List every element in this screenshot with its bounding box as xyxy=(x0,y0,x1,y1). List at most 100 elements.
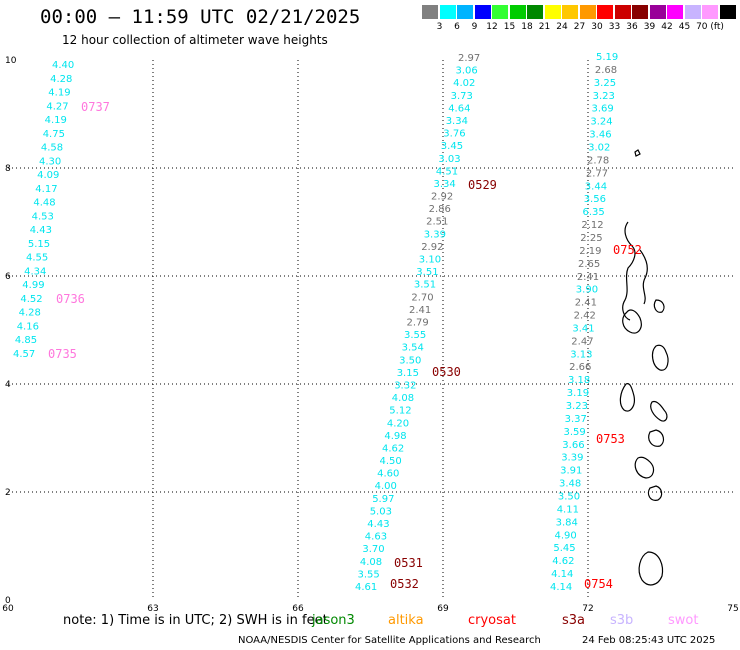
swh-value: 4.00 xyxy=(375,481,397,492)
color-swatch xyxy=(562,5,578,19)
color-swatch xyxy=(597,5,613,19)
footer-note: note: 1) Time is in UTC; 2) SWH is in fe… xyxy=(63,613,328,628)
map-grid xyxy=(8,60,733,600)
satellite-legend-item-cryosat: cryosat xyxy=(468,613,516,628)
island xyxy=(653,299,665,313)
pass-time-label: 0736 xyxy=(56,292,85,306)
swh-value: 2.92 xyxy=(421,242,443,253)
swh-value: 4.28 xyxy=(19,308,41,319)
swh-value: 3.55 xyxy=(404,330,426,341)
color-scale-label: 21 xyxy=(538,22,551,32)
swh-value: 3.51 xyxy=(414,280,436,291)
swh-value: 2.41 xyxy=(575,298,597,309)
swh-value: 4.63 xyxy=(365,532,387,543)
swh-value: 5.45 xyxy=(553,543,575,554)
swh-value: 3.18 xyxy=(568,375,590,386)
color-swatch xyxy=(474,5,491,19)
pass-time-label: 0735 xyxy=(48,347,77,361)
color-scale-label: 36 xyxy=(626,22,638,32)
swh-value: 3.48 xyxy=(559,479,581,490)
swh-value: 4.90 xyxy=(555,530,577,541)
swh-value: 3.25 xyxy=(594,78,616,89)
y-tick-label: 4 xyxy=(5,380,11,390)
swh-value: 3.32 xyxy=(394,381,416,392)
swh-value: 4.40 xyxy=(52,60,74,71)
color-scale-label: 18 xyxy=(521,22,533,32)
color-swatch xyxy=(457,5,473,19)
swh-value: 3.84 xyxy=(556,517,578,528)
swh-value: 4.53 xyxy=(32,211,54,222)
swh-value: 2.78 xyxy=(587,155,609,166)
y-tick-label: 2 xyxy=(5,488,11,498)
swh-value: 3.13 xyxy=(570,349,592,360)
page-subtitle: 12 hour collection of altimeter wave hei… xyxy=(62,33,328,47)
satellite-legend-item-jason3: jason3 xyxy=(312,613,355,628)
color-scale-label: 15 xyxy=(503,22,516,32)
pass-time-label: 0754 xyxy=(584,577,613,591)
swh-value: 2.77 xyxy=(586,168,608,179)
satellite-legend-item-s3b: s3b xyxy=(610,613,634,628)
island xyxy=(622,221,636,321)
island xyxy=(638,551,664,586)
pass-time-label: 0737 xyxy=(81,100,110,114)
swh-value: 4.20 xyxy=(387,418,409,429)
satellite-legend-item-s3a: s3a xyxy=(562,613,586,628)
x-tick-label: 75 xyxy=(727,604,738,614)
swh-value: 2.86 xyxy=(429,204,451,215)
swh-value: 4.57 xyxy=(13,349,35,360)
color-swatch xyxy=(684,5,701,19)
swh-value: 4.08 xyxy=(360,557,382,568)
swh-value: 3.34 xyxy=(434,179,456,190)
swh-value: 2.65 xyxy=(578,259,600,270)
color-scale-label: 12 xyxy=(486,22,498,32)
swh-value: 4.09 xyxy=(37,170,59,181)
swh-value: 3.59 xyxy=(564,427,586,438)
color-scale-label: 33 xyxy=(608,22,621,32)
color-swatch xyxy=(719,5,736,19)
swh-value: 3.51 xyxy=(416,267,438,278)
x-tick-label: 60 xyxy=(2,604,14,614)
color-scale-label: 27 xyxy=(573,22,586,32)
swh-value: 3.56 xyxy=(584,194,606,205)
generated-timestamp: 24 Feb 08:25:43 UTC 2025 xyxy=(582,635,716,646)
swh-value: 4.75 xyxy=(43,129,65,140)
swh-value: 3.54 xyxy=(402,343,424,354)
swh-value: 3.10 xyxy=(419,255,441,266)
swh-value: 2.68 xyxy=(595,65,617,76)
swh-value: 5.03 xyxy=(370,506,392,517)
swh-value: 2.47 xyxy=(571,336,593,347)
map-axes: 60 63 66 69 72 75 0 2 4 6 8 10 xyxy=(2,56,738,614)
island xyxy=(650,400,668,422)
swh-value: 2.12 xyxy=(581,220,603,231)
color-swatch xyxy=(702,5,718,19)
island xyxy=(622,309,642,334)
color-swatch xyxy=(527,5,543,19)
y-tick-label: 8 xyxy=(5,164,11,174)
swh-value: 3.39 xyxy=(561,453,583,464)
island xyxy=(619,383,635,412)
x-tick-label: 69 xyxy=(437,604,449,614)
swh-value: 5.15 xyxy=(28,239,50,250)
swh-value: 3.19 xyxy=(567,388,589,399)
swh-value: 4.14 xyxy=(551,569,573,580)
swh-value: 4.27 xyxy=(46,101,68,112)
color-swatch xyxy=(509,5,526,19)
color-scale-label: 39 xyxy=(643,22,656,32)
swh-value: 4.52 xyxy=(20,294,42,305)
swh-value: 5.12 xyxy=(389,406,411,417)
swh-value: 2.66 xyxy=(569,362,591,373)
x-tick-label: 66 xyxy=(292,604,304,614)
swh-value: 3.46 xyxy=(589,130,611,141)
swh-value: 3.91 xyxy=(560,466,582,477)
y-tick-label: 6 xyxy=(5,272,11,282)
credit-line: NOAA/NESDIS Center for Satellite Applica… xyxy=(238,635,541,646)
swh-value: 3.69 xyxy=(592,104,614,115)
swh-value: 3.39 xyxy=(424,229,446,240)
swh-value: 3.02 xyxy=(588,143,610,154)
swh-value: 4.17 xyxy=(35,184,57,195)
swh-value: 4.43 xyxy=(367,519,389,530)
color-swatch xyxy=(632,5,648,19)
swh-value: 3.24 xyxy=(590,117,612,128)
color-swatch xyxy=(579,5,596,19)
island xyxy=(634,149,641,157)
